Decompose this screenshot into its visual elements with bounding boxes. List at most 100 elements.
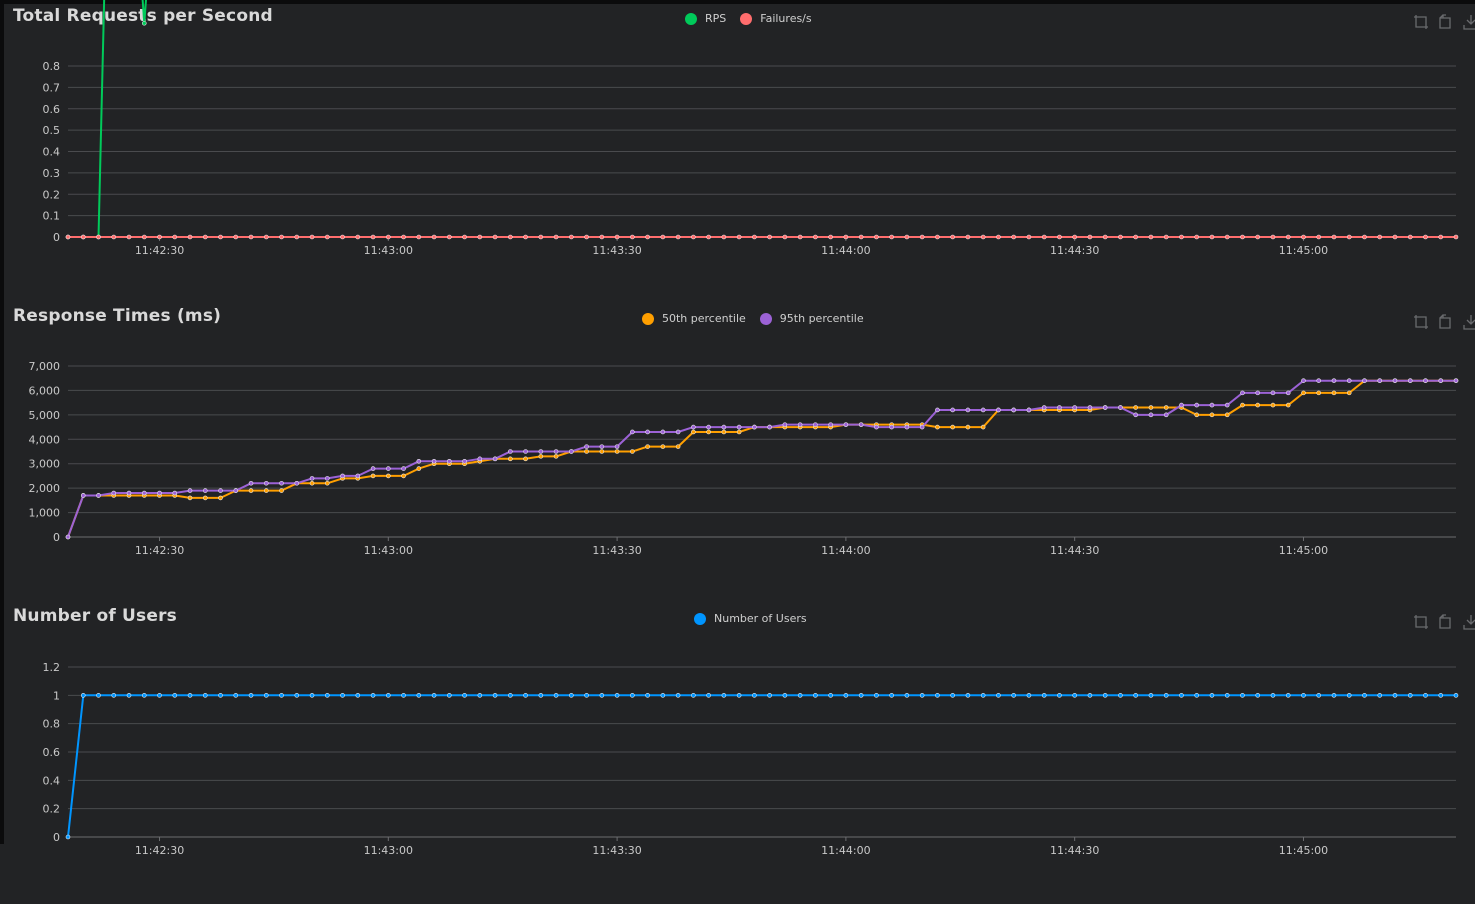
data-point[interactable] <box>1057 405 1062 410</box>
data-point[interactable] <box>294 234 300 240</box>
data-point[interactable] <box>355 234 361 240</box>
data-point[interactable] <box>1377 693 1383 698</box>
data-point[interactable] <box>523 693 528 698</box>
data-point[interactable] <box>1072 405 1077 410</box>
data-point[interactable] <box>553 449 559 454</box>
legend-item-p50[interactable]: 50th percentile <box>642 312 746 325</box>
data-point[interactable] <box>294 480 300 486</box>
data-point[interactable] <box>1301 378 1306 383</box>
data-point[interactable] <box>279 693 284 698</box>
data-point[interactable] <box>1011 407 1016 413</box>
data-point[interactable] <box>431 693 437 698</box>
data-point[interactable] <box>1118 234 1123 240</box>
data-point[interactable] <box>874 234 879 240</box>
data-point[interactable] <box>233 234 239 240</box>
data-point[interactable] <box>1240 402 1245 408</box>
data-point[interactable] <box>767 424 772 430</box>
data-point[interactable] <box>660 429 666 435</box>
data-point[interactable] <box>218 693 223 698</box>
data-point[interactable] <box>904 424 910 430</box>
data-point[interactable] <box>111 234 117 240</box>
data-point[interactable] <box>218 495 223 501</box>
data-point[interactable] <box>874 424 879 430</box>
data-point[interactable] <box>599 449 605 454</box>
data-point[interactable] <box>1453 378 1459 383</box>
data-point[interactable] <box>370 234 376 240</box>
data-point[interactable] <box>1407 693 1413 698</box>
data-point[interactable] <box>1316 390 1322 396</box>
data-point[interactable] <box>599 234 605 240</box>
data-point[interactable] <box>279 234 284 240</box>
data-point[interactable] <box>1392 378 1398 383</box>
data-point[interactable] <box>386 693 391 698</box>
data-point[interactable] <box>1133 234 1138 240</box>
data-point[interactable] <box>1346 234 1352 240</box>
data-point[interactable] <box>569 234 574 240</box>
data-point[interactable] <box>1301 234 1306 240</box>
data-point[interactable] <box>523 456 528 462</box>
data-point[interactable] <box>65 534 71 540</box>
data-point[interactable] <box>1163 405 1169 410</box>
data-point[interactable] <box>96 493 101 498</box>
data-point[interactable] <box>645 693 650 698</box>
data-point[interactable] <box>645 429 650 435</box>
data-point[interactable] <box>691 693 696 698</box>
data-point[interactable] <box>80 234 86 240</box>
data-point[interactable] <box>370 473 376 479</box>
data-point[interactable] <box>919 693 925 698</box>
data-point[interactable] <box>355 693 361 698</box>
data-point[interactable] <box>980 407 986 413</box>
data-point[interactable] <box>416 458 422 464</box>
data-point[interactable] <box>1041 693 1047 698</box>
data-point[interactable] <box>996 693 1001 698</box>
data-point[interactable] <box>340 693 345 698</box>
data-point[interactable] <box>1209 402 1215 408</box>
data-point[interactable] <box>111 490 117 496</box>
data-point[interactable] <box>340 234 345 240</box>
data-point[interactable] <box>630 693 635 698</box>
data-point[interactable] <box>386 473 391 479</box>
data-point[interactable] <box>645 234 650 240</box>
data-point[interactable] <box>1209 693 1215 698</box>
data-point[interactable] <box>660 234 666 240</box>
data-point[interactable] <box>843 234 849 240</box>
data-point[interactable] <box>157 693 162 698</box>
data-point[interactable] <box>431 458 437 464</box>
data-point[interactable] <box>1041 234 1047 240</box>
data-point[interactable] <box>1285 390 1291 396</box>
data-point[interactable] <box>96 234 101 240</box>
data-point[interactable] <box>141 490 147 496</box>
data-point[interactable] <box>858 234 864 240</box>
data-point[interactable] <box>324 476 330 481</box>
data-point[interactable] <box>935 407 940 413</box>
data-point[interactable] <box>1255 693 1261 698</box>
data-point[interactable] <box>1011 234 1016 240</box>
data-point[interactable] <box>187 495 193 501</box>
data-point[interactable] <box>965 424 971 430</box>
data-point[interactable] <box>752 424 757 430</box>
data-point[interactable] <box>1285 234 1291 240</box>
data-point[interactable] <box>858 422 864 427</box>
data-point[interactable] <box>706 693 711 698</box>
data-point[interactable] <box>889 424 894 430</box>
data-point[interactable] <box>1377 234 1383 240</box>
data-point[interactable] <box>1087 693 1093 698</box>
data-point[interactable] <box>1026 234 1032 240</box>
data-point[interactable] <box>202 234 208 240</box>
data-point[interactable] <box>1072 234 1077 240</box>
data-point[interactable] <box>1133 412 1138 418</box>
data-point[interactable] <box>1362 693 1367 698</box>
data-point[interactable] <box>1255 234 1261 240</box>
data-point[interactable] <box>386 234 391 240</box>
data-point[interactable] <box>584 234 589 240</box>
data-point[interactable] <box>752 234 757 240</box>
data-point[interactable] <box>309 234 315 240</box>
data-point[interactable] <box>828 422 833 427</box>
legend-item-rps[interactable]: RPS <box>685 12 726 25</box>
data-point[interactable] <box>1224 234 1230 240</box>
data-point[interactable] <box>996 407 1001 413</box>
data-point[interactable] <box>80 693 86 698</box>
data-point[interactable] <box>1011 693 1016 698</box>
data-point[interactable] <box>1438 693 1444 698</box>
data-point[interactable] <box>980 234 986 240</box>
